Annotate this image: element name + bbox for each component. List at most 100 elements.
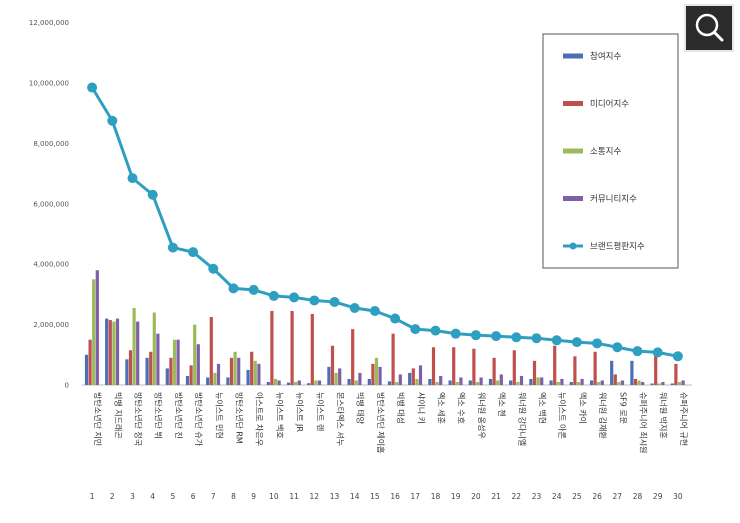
legend-label: 커뮤니티지수 (590, 194, 637, 205)
brand-index-point (107, 115, 118, 126)
bar-2 (250, 351, 254, 385)
bar-1 (670, 383, 674, 385)
legend-label: 소통지수 (590, 147, 621, 157)
bar-3 (516, 381, 520, 385)
bar-3 (294, 381, 298, 385)
bar-1 (408, 372, 412, 385)
bar-3 (112, 321, 116, 385)
x-rank-label: 23 (532, 492, 542, 501)
brand-index-point (87, 82, 98, 93)
brand-index-point (551, 335, 562, 346)
bar-3 (92, 279, 96, 385)
bar-2 (149, 351, 153, 385)
bar-3 (213, 372, 217, 385)
bar-4 (459, 377, 463, 385)
x-rank-label: 17 (411, 492, 421, 501)
x-category-label: 빅뱅 태양 (356, 392, 366, 425)
bar-3 (677, 381, 682, 385)
bar-3 (657, 383, 661, 385)
x-rank-label: 9 (251, 492, 256, 501)
bar-4 (237, 357, 241, 385)
bar-3 (597, 381, 601, 385)
x-rank-label: 22 (512, 492, 522, 501)
brand-index-point (188, 247, 199, 258)
bar-3 (132, 307, 136, 385)
bar-2 (492, 357, 496, 385)
x-category-label: 방탄소년단 정국 (134, 392, 144, 446)
brand-index-point (511, 332, 522, 343)
x-rank-label: 27 (613, 492, 623, 501)
brand-index-point (147, 189, 158, 200)
y-axis: 0 2,000,000 4,000,000 6,000,000 8,000,000 10,… (29, 19, 69, 389)
bar-1 (165, 368, 169, 385)
bar-1 (387, 381, 392, 385)
x-category-label: 슈퍼주니어 최시원 (639, 392, 649, 453)
brand-index-point (390, 313, 401, 324)
brand-index-point (127, 173, 138, 184)
bar-1 (307, 383, 311, 385)
bar-4 (358, 372, 362, 385)
bar-1 (246, 369, 250, 385)
x-category-label: 아스트로 차은우 (255, 392, 265, 446)
bar-series-group (84, 270, 685, 385)
bar-3 (496, 380, 500, 385)
legend-label: 미디어지수 (590, 99, 629, 110)
legend-label: 참여지수 (590, 51, 621, 62)
bar-3 (374, 357, 379, 385)
bar-1 (367, 378, 371, 385)
bar-3 (334, 372, 338, 385)
bar-4 (297, 380, 301, 385)
bar-1 (509, 380, 513, 385)
bar-1 (488, 378, 493, 385)
x-category-label: 엑소 카이 (578, 392, 588, 424)
x-rank-label: 5 (171, 492, 176, 501)
y-tick-label: 0 (65, 382, 69, 390)
x-rank-label: 3 (130, 492, 135, 501)
bar-2 (209, 317, 213, 385)
bar-4 (600, 380, 604, 385)
bar-1 (610, 360, 614, 385)
x-category-label: 뉴이스트 백호 (275, 392, 285, 439)
x-category-label: 방탄소년단 RM (235, 392, 245, 444)
bar-1 (327, 366, 331, 385)
y-tick-label: 10,000,000 (29, 80, 69, 88)
bar-3 (637, 380, 641, 385)
brand-index-point (531, 333, 542, 344)
bar-2 (169, 357, 173, 385)
x-category-label: 엑소 수호 (457, 392, 467, 424)
bar-4 (661, 381, 665, 385)
bar-3 (415, 378, 419, 385)
x-rank-label: 2 (110, 492, 115, 501)
x-rank-label: 30 (673, 492, 683, 501)
bar-2 (532, 360, 537, 385)
brand-index-point (672, 351, 683, 362)
x-rank-label: 12 (310, 492, 320, 501)
zoom-button[interactable] (684, 4, 734, 52)
x-category-label: 방탄소년단 지민 (93, 392, 103, 446)
bar-1 (448, 380, 452, 385)
bar-1 (468, 380, 472, 385)
brand-index-point (470, 330, 481, 341)
legend-swatch (563, 196, 583, 201)
bar-4 (641, 381, 645, 385)
bar-2 (128, 350, 133, 385)
bar-1 (529, 378, 533, 385)
brand-index-point (167, 242, 178, 253)
x-category-label: 엑소 백현 (538, 392, 548, 424)
x-rank-label: 13 (330, 492, 340, 501)
brand-index-point (349, 302, 360, 313)
bar-3 (556, 381, 560, 385)
bar-2 (391, 333, 395, 385)
x-category-label: 뉴이스트 렌 (315, 392, 325, 431)
bar-4 (95, 270, 99, 385)
x-category-label: 빅뱅 지드래곤 (113, 392, 123, 439)
brand-index-point (309, 295, 320, 306)
bar-1 (428, 378, 432, 385)
bar-2 (310, 314, 314, 385)
brand-index-point (248, 284, 259, 295)
x-category-label: 빅뱅 대성 (396, 392, 406, 424)
x-rank-label: 15 (370, 492, 380, 501)
x-rank-label: 26 (592, 492, 602, 501)
bar-4 (317, 380, 322, 385)
